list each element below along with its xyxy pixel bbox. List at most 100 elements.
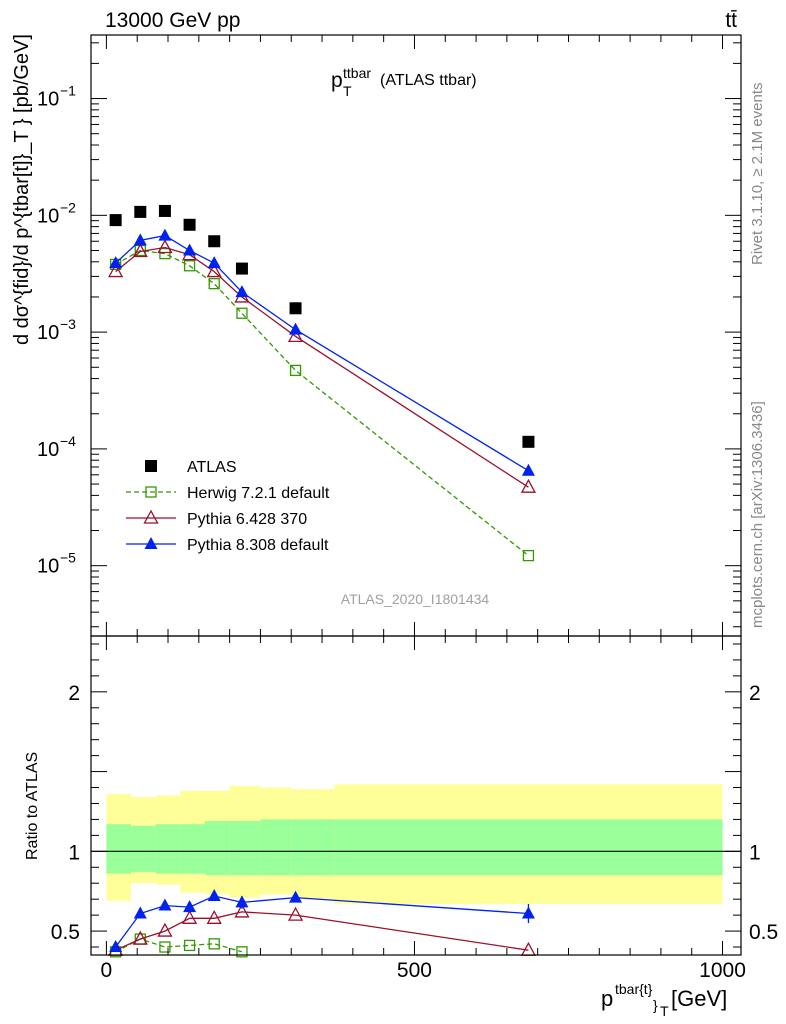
main-y-tick-exponent: −3 xyxy=(60,316,76,332)
main-y-tick-label: 10 xyxy=(37,322,59,344)
atlas-point xyxy=(289,302,302,315)
main-axis-ticks xyxy=(91,35,741,636)
plot-title-rest: (ATLAS ttbar) xyxy=(380,72,477,89)
ratio-uncertainty-bands xyxy=(91,784,741,904)
legend: ATLAS Herwig 7.2.1 default Pythia 6.428 37… xyxy=(126,459,330,554)
ratio-pythia-8-308-default-point xyxy=(133,906,147,919)
ratio-pythia-6-428-370-point xyxy=(181,909,198,924)
ratio-herwig-7-2-1-default-point xyxy=(159,941,171,953)
pythia-8-308-default-point xyxy=(235,285,249,298)
main-y-tick-labels: 10−110−210−310−410−5 xyxy=(37,83,76,578)
pythia-6-428-370-point xyxy=(206,263,222,278)
atlas-point xyxy=(158,204,171,217)
pythia-6-428-370-point xyxy=(287,327,304,342)
ratio-stat-uncertainty-band xyxy=(131,825,156,873)
legend-label-pythia-8-308-default: Pythia 8.308 default xyxy=(187,537,329,554)
pythia-6-428-370-point xyxy=(157,239,173,254)
ratio-panel: 0.5 0.5 1 1 2 2 0 500 1000 Ratio to ATLAS p tbar… xyxy=(24,635,778,1019)
ratio-pythia-8-308-default-point xyxy=(109,940,123,953)
ratio-axis-ticks xyxy=(91,636,741,955)
ratio-pythia-6-428-370-point xyxy=(234,903,250,918)
pythia-8-308-default-point xyxy=(521,463,535,476)
ratio-stat-uncertainty-band xyxy=(155,824,181,874)
herwig-7-2-1-default-point xyxy=(159,247,171,260)
ratio-pythia-8-308-default-point xyxy=(183,900,197,913)
x-axis-label-superscript: tbar{t} xyxy=(615,981,653,997)
atlas-point xyxy=(183,218,196,231)
x-axis-label-unit: [GeV] xyxy=(671,986,727,1011)
ratio-pythia-8-308-default-point xyxy=(235,895,249,908)
herwig-7-2-1-default-point xyxy=(289,364,302,377)
main-y-tick-label: 10 xyxy=(37,89,59,111)
pythia-6-428-370-point xyxy=(108,263,124,278)
ratio-y-axis-label: Ratio to ATLAS xyxy=(24,752,41,860)
pythia-6-428-370-point xyxy=(520,478,537,493)
plot-title: p xyxy=(331,69,343,92)
ratio-pythia-8-308-default-point xyxy=(289,890,303,903)
pythia-8-308-default-point xyxy=(133,233,147,246)
pythia-8-308-default-point xyxy=(158,228,172,241)
rivet-version-label: Rivet 3.1.10, ≥ 2.1M events xyxy=(749,83,766,266)
ratio-pythia-8-308-default-point xyxy=(521,906,535,919)
ratio-pythia-8-308-default-point xyxy=(158,898,172,911)
legend-label-atlas: ATLAS xyxy=(187,459,237,476)
x-axis-label-subscript: T xyxy=(660,1003,669,1019)
pythia-8-308-default-point xyxy=(207,256,221,269)
atlas-point xyxy=(522,435,535,448)
main-y-tick-exponent: −1 xyxy=(60,83,76,99)
atlas-point xyxy=(235,262,248,275)
herwig-7-2-1-default-line xyxy=(115,249,529,557)
ratio-stat-uncertainty-band xyxy=(229,821,261,876)
herwig-7-2-1-default-point xyxy=(208,278,220,290)
legend-label-herwig-7-2-1-default: Herwig 7.2.1 default xyxy=(187,485,330,502)
herwig-7-2-1-default-point xyxy=(236,307,248,319)
ratio-tick-labels: 0.5 0.5 1 1 2 2 0 500 1000 xyxy=(51,682,778,982)
pythia-6-428-370-line xyxy=(115,246,529,488)
ratio-herwig-7-2-1-default-point xyxy=(208,938,220,950)
ratio-y-tick-label-left: 1 xyxy=(68,841,80,864)
ratio-herwig-7-2-1-default-point xyxy=(183,939,196,952)
analysis-watermark: ATLAS_2020_I1801434 xyxy=(341,591,490,607)
main-y-tick-label: 10 xyxy=(37,439,59,461)
ratio-pythia-6-428-370-point xyxy=(287,906,304,921)
main-y-tick-exponent: −5 xyxy=(60,550,76,566)
ratio-y-tick-label-left: 2 xyxy=(68,682,80,705)
process-label: tt̄ xyxy=(725,9,737,32)
ratio-plot-frame xyxy=(90,635,742,956)
legend-marker-atlas xyxy=(145,460,157,472)
herwig-7-2-1-default-point xyxy=(183,260,196,272)
legend-marker-pythia-6-428-370 xyxy=(143,509,159,524)
atlas-point xyxy=(109,214,122,227)
main-y-axis-label: d dσ^{fid}/d p^{tbar[t]}_T } [pb/GeV] xyxy=(11,34,33,345)
pythia-6-428-370-point xyxy=(132,243,148,258)
ratio-pythia-6-428-370-line xyxy=(115,911,529,951)
ratio-stat-uncertainty-band xyxy=(204,821,230,876)
legend-marker-herwig-7-2-1-default xyxy=(145,486,157,498)
plot-title-subscript: T xyxy=(343,83,352,99)
main-y-tick-exponent: −4 xyxy=(60,433,76,449)
main-series-group xyxy=(108,204,537,562)
ratio-stat-uncertainty-band xyxy=(106,824,132,874)
pythia-8-308-default-point xyxy=(109,256,123,269)
legend-label-pythia-6-428-370: Pythia 6.428 370 xyxy=(187,511,307,528)
atlas-point xyxy=(134,205,147,218)
main-y-tick-label: 10 xyxy=(37,205,59,227)
main-y-tick-label: 10 xyxy=(37,556,59,578)
pythia-8-308-default-point xyxy=(289,322,303,335)
ratio-stat-uncertainty-band xyxy=(334,819,723,876)
ratio-pythia-8-308-default-point xyxy=(207,888,221,901)
ratio-herwig-7-2-1-default-point xyxy=(236,946,248,958)
main-panel: 10−110−210−310−410−5 p ttbar T (ATLAS tt… xyxy=(11,34,742,637)
atlas-point xyxy=(208,235,221,248)
ratio-stat-uncertainty-band xyxy=(291,819,335,876)
pythia-8-308-default-line xyxy=(115,234,529,472)
mcplots-label: mcplots.cern.ch [arXiv:1306.3436] xyxy=(749,401,766,628)
ratio-pythia-6-428-370-point xyxy=(206,909,222,924)
pythia-8-308-default-point xyxy=(183,243,197,256)
herwig-7-2-1-default-point xyxy=(522,549,535,562)
ratio-pythia-6-428-370-point xyxy=(157,922,173,937)
ratio-y-tick-label-right: 0.5 xyxy=(749,921,778,944)
ratio-y-tick-label-right: 2 xyxy=(749,682,761,705)
x-tick-label: 0 xyxy=(101,959,113,982)
